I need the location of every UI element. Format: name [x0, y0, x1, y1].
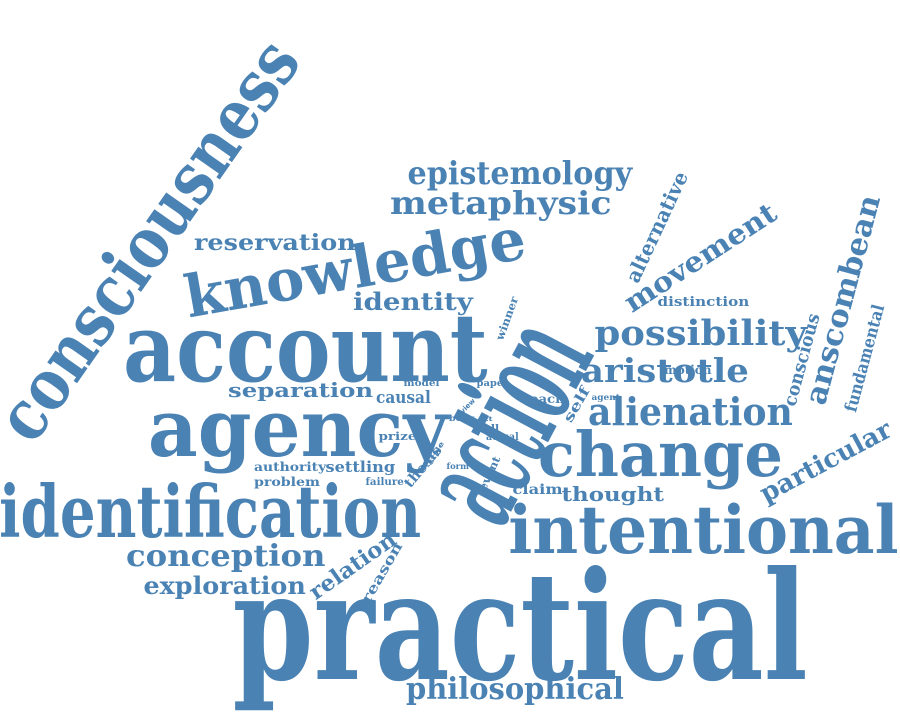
- word-reach: reach: [523, 392, 565, 406]
- word-intentional: intentional: [507, 491, 899, 569]
- word-possibility: possibility: [593, 312, 807, 354]
- word-identification: identification: [0, 469, 422, 554]
- word-form: form: [445, 461, 469, 471]
- word-failure: failure: [364, 477, 404, 488]
- word-act: act: [477, 416, 493, 423]
- word-causal: causal: [375, 387, 431, 408]
- word-motion: motion: [664, 363, 712, 377]
- word-paper: paper: [476, 378, 508, 389]
- word-philosophical: philosophical: [405, 672, 624, 707]
- word-separation: separation: [227, 378, 373, 402]
- word-conception: conception: [126, 539, 326, 574]
- word-change: change: [537, 418, 783, 491]
- word-actual: actual: [485, 432, 519, 443]
- word-metaphysic: metaphysic: [390, 184, 612, 222]
- word-prize: prize: [378, 429, 416, 443]
- word-settling: settling: [325, 457, 395, 476]
- word-agency: agency: [147, 381, 449, 475]
- word-reservation: reservation: [194, 230, 356, 256]
- word-model: model: [403, 378, 439, 389]
- word-practical: practical: [232, 539, 808, 713]
- word-epistemology: epistemology: [407, 154, 633, 192]
- word-agent: agent: [590, 392, 620, 402]
- word-body: body: [448, 413, 474, 423]
- word-anscombean: anscombean: [797, 191, 888, 409]
- word-thought: thought: [560, 482, 664, 506]
- word-alienation: alienation: [587, 389, 793, 434]
- word-distinction: distinction: [657, 294, 749, 310]
- word-identity: identity: [353, 287, 473, 316]
- word-call: call: [476, 424, 500, 435]
- word-exploration: exploration: [142, 571, 306, 600]
- word-authority: authority: [253, 460, 327, 474]
- word-aristotle: aristotle: [580, 350, 749, 390]
- word-claim: claim: [511, 482, 563, 498]
- word-account: account: [122, 292, 488, 404]
- word-problem: problem: [253, 475, 321, 489]
